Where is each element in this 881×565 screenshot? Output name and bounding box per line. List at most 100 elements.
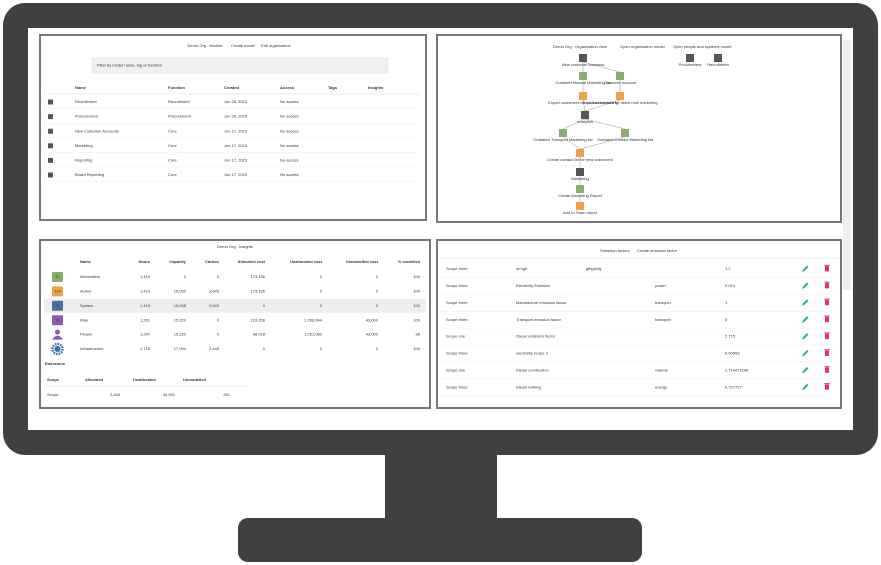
cell: 96: [416, 332, 421, 337]
edit-button[interactable]: [802, 282, 809, 289]
cell: No access: [280, 157, 299, 162]
search-input[interactable]: [91, 57, 389, 74]
edit-button[interactable]: [802, 383, 809, 391]
org-node[interactable]: [616, 72, 624, 80]
cell: 15,048: [174, 303, 187, 308]
panel-title: Demo Org - Models: [188, 43, 223, 48]
cell: 0: [320, 288, 323, 293]
org-node[interactable]: [576, 168, 584, 176]
org-node[interactable]: [576, 185, 584, 193]
org-node[interactable]: [616, 92, 624, 100]
node-label: Export customers for contact marketing: [548, 100, 618, 105]
column-header: Name: [80, 259, 92, 264]
org-panel: [436, 34, 842, 223]
model-icon[interactable]: [48, 99, 53, 105]
edit-button[interactable]: [802, 366, 809, 374]
link[interactable]: Create emission factor: [637, 248, 678, 253]
section-title: Emissions: [45, 361, 66, 366]
cell: Action: [80, 288, 91, 293]
cell: 2,445: [110, 392, 121, 397]
cell: 100: [413, 346, 420, 351]
cell: Jun 17, 2023: [224, 172, 248, 177]
cell[interactable]: Recruitment: [75, 99, 97, 104]
cell: 1.2: [725, 266, 731, 271]
org-node[interactable]: [579, 72, 587, 80]
edit-button[interactable]: [802, 316, 809, 323]
cell: 5: [725, 317, 728, 322]
node-label: Add to Team report: [563, 210, 598, 215]
edit-button[interactable]: [802, 350, 809, 357]
link[interactable]: Open people and systems model: [673, 44, 732, 49]
cell: 2,445: [209, 346, 220, 351]
cell: 0: [320, 303, 323, 308]
node-label: Create contact list for new customers: [547, 157, 613, 162]
edit-button[interactable]: [802, 265, 809, 273]
cell: 2.714472208: [725, 367, 749, 372]
cell: Infrastructure: [80, 346, 104, 351]
cell: 1,261: [140, 317, 151, 322]
model-icon[interactable]: [48, 143, 53, 149]
edge: [562, 136, 581, 150]
column-header: Name: [75, 85, 87, 90]
cell: 0: [376, 346, 379, 351]
org-node[interactable]: [579, 54, 587, 62]
edit-button[interactable]: [802, 299, 809, 306]
link[interactable]: Create model: [231, 43, 255, 48]
column-header: Hours: [138, 259, 150, 264]
delete-button[interactable]: [825, 299, 829, 306]
cell: Diesel combustion: [516, 367, 549, 372]
badge-count: 6: [56, 303, 59, 308]
cell: 43,000: [366, 317, 379, 322]
cell: 1,247: [140, 332, 151, 337]
edge: [584, 99, 621, 112]
cell[interactable]: Procurement: [75, 114, 99, 119]
cell[interactable]: Marketing: [75, 143, 93, 148]
cell: 0: [263, 303, 266, 308]
column-header: Unallocated cost: [290, 259, 323, 264]
column-header: Allocated: [85, 377, 104, 382]
link[interactable]: Open organisation model: [620, 44, 665, 49]
cell: Jun 17, 2023: [224, 143, 248, 148]
cell: 15,220: [174, 317, 187, 322]
cell: transport: [655, 300, 672, 305]
link[interactable]: Edit organisation: [261, 43, 291, 48]
org-node[interactable]: [714, 54, 722, 62]
cell: 1,419: [140, 303, 151, 308]
delete-button-lid: [824, 366, 830, 368]
delete-button[interactable]: [825, 384, 829, 390]
cell[interactable]: Board Reporting: [75, 172, 104, 177]
cell: Core: [168, 157, 177, 162]
node-label: Marketing: [571, 176, 589, 181]
org-node[interactable]: [576, 149, 584, 157]
org-node[interactable]: [581, 111, 589, 119]
cell: 100: [413, 274, 420, 279]
cell: power: [655, 283, 667, 288]
org-node[interactable]: [686, 54, 694, 62]
cell[interactable]: New Customer Accounts: [75, 128, 119, 133]
edge: [582, 61, 621, 73]
edit-button[interactable]: [802, 333, 809, 340]
delete-button[interactable]: [825, 282, 829, 289]
model-icon[interactable]: [48, 172, 53, 178]
org-node[interactable]: [621, 129, 629, 137]
model-icon[interactable]: [48, 157, 53, 163]
column-header: Function: [168, 85, 185, 90]
org-node[interactable]: [579, 92, 587, 100]
cell: Scope three: [446, 300, 468, 305]
delete-button[interactable]: [825, 367, 829, 373]
model-icon[interactable]: [48, 114, 53, 120]
delete-button[interactable]: [825, 266, 829, 272]
org-node[interactable]: [559, 129, 567, 137]
org-node[interactable]: [576, 202, 584, 210]
cell: drrvgh: [516, 266, 527, 271]
model-icon[interactable]: [48, 128, 53, 134]
cell[interactable]: Reporting: [75, 157, 92, 162]
cell: Core: [168, 143, 177, 148]
cell: 0.00553: [725, 351, 740, 356]
delete-button[interactable]: [825, 316, 829, 323]
delete-button[interactable]: [825, 350, 829, 357]
delete-button[interactable]: [825, 333, 829, 340]
delete-button-lid: [824, 349, 830, 351]
scrollbar[interactable]: [843, 40, 851, 290]
